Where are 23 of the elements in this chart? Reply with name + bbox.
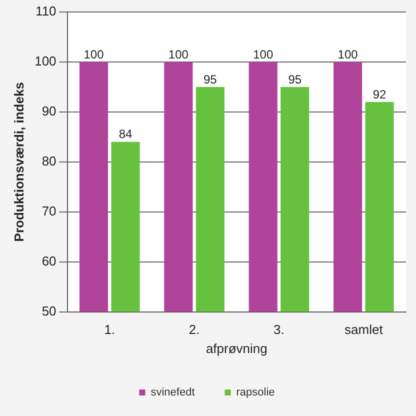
y-tick-label: 80 bbox=[42, 153, 56, 168]
y-tick-label: 110 bbox=[36, 4, 56, 19]
data-label: 95 bbox=[288, 72, 302, 86]
data-label: 95 bbox=[204, 72, 218, 86]
x-tick-label: 1. bbox=[104, 322, 116, 338]
legend-label: rapsolie bbox=[236, 386, 275, 399]
y-tick-label: 100 bbox=[34, 54, 56, 69]
y-tick-label: 70 bbox=[42, 203, 56, 218]
x-tick-label: samlet bbox=[344, 322, 384, 338]
y-axis-title: Produktionsværdi, indeks bbox=[11, 82, 26, 242]
y-tick-label: 90 bbox=[42, 104, 56, 119]
data-label: 84 bbox=[118, 127, 132, 142]
data-label: 100 bbox=[84, 47, 104, 62]
legend-label: svinefedt bbox=[150, 386, 195, 399]
data-label: 100 bbox=[253, 47, 274, 62]
x-tick-label: 3. bbox=[274, 322, 284, 338]
y-tick-label: 50 bbox=[42, 303, 56, 318]
data-label: 100 bbox=[338, 47, 358, 62]
data-label: 100 bbox=[168, 47, 189, 62]
x-axis-title: afprøvning bbox=[206, 340, 268, 356]
x-tick-label: 2. bbox=[188, 322, 200, 338]
y-tick-label: 60 bbox=[42, 253, 56, 268]
data-label: 92 bbox=[372, 87, 387, 102]
